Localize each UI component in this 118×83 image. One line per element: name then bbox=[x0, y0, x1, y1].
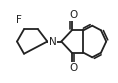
Text: F: F bbox=[16, 15, 22, 25]
Text: O: O bbox=[70, 10, 78, 20]
Text: N: N bbox=[49, 37, 56, 46]
Text: O: O bbox=[70, 63, 78, 73]
